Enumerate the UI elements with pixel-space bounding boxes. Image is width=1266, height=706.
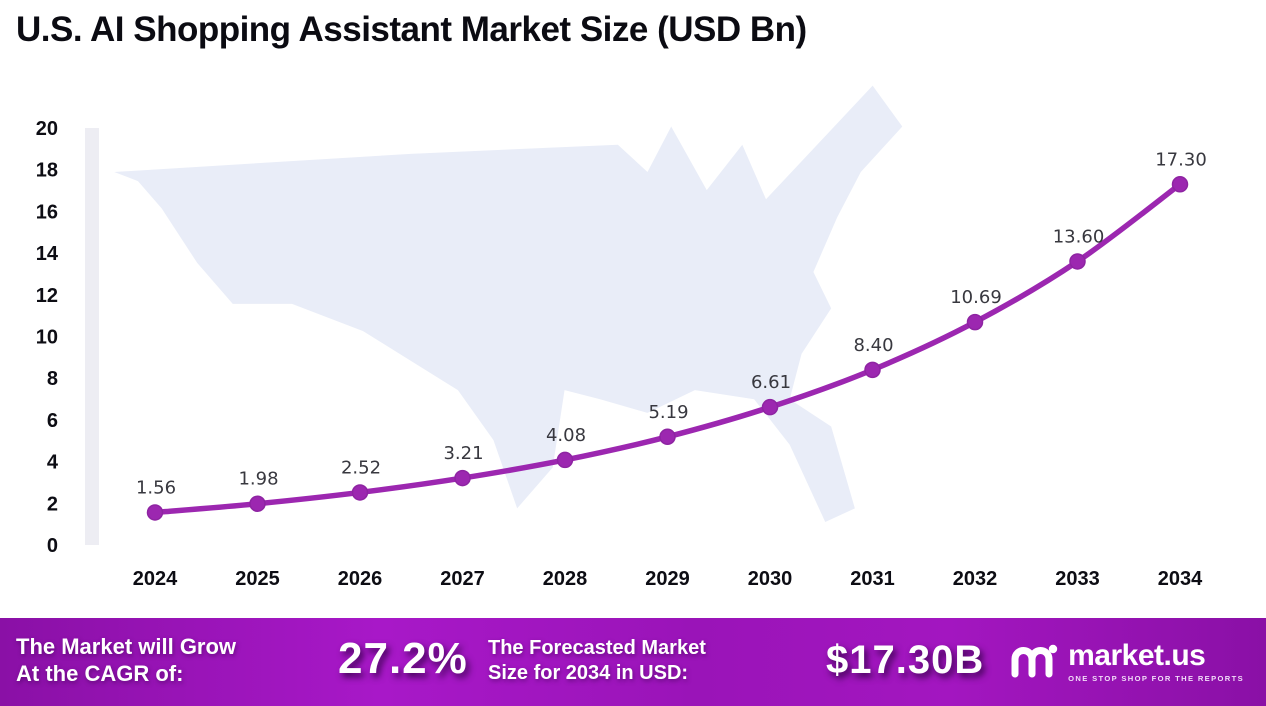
y-axis-labels: 0 2 4 6 8 10 12 14 16 18 20: [36, 118, 59, 557]
svg-text:2030: 2030: [748, 568, 793, 590]
svg-text:8: 8: [47, 368, 58, 390]
svg-text:4: 4: [47, 452, 59, 474]
svg-text:12: 12: [36, 285, 58, 307]
svg-text:13.60: 13.60: [1053, 226, 1105, 247]
svg-text:2: 2: [47, 493, 58, 515]
forecast-label-line1: The Forecasted Market: [488, 637, 706, 659]
svg-text:10.69: 10.69: [950, 287, 1002, 308]
svg-text:2032: 2032: [953, 568, 998, 590]
svg-text:3.21: 3.21: [443, 443, 483, 464]
footer-banner: The Market will Grow At the CAGR of: 27.…: [0, 618, 1266, 706]
data-labels: 1.56 1.98 2.52 3.21 4.08 5.19 6.61 8.40 10.69 13.…: [136, 149, 1207, 498]
svg-text:16: 16: [36, 201, 58, 223]
svg-text:2031: 2031: [850, 568, 895, 590]
svg-text:1.98: 1.98: [238, 469, 278, 490]
cagr-label-line1: The Market will Grow: [16, 634, 237, 659]
forecast-label: The Forecasted Market Size for 2034 in U…: [488, 636, 706, 686]
svg-text:2024: 2024: [133, 568, 178, 590]
svg-text:5.19: 5.19: [648, 402, 688, 423]
forecast-value: $17.30B: [826, 638, 985, 682]
chart-area: 0 2 4 6 8 10 12 14 16 18 20 2024 2025 2026 2027 2028 202…: [36, 85, 1207, 590]
svg-text:17.30: 17.30: [1155, 149, 1207, 170]
series-markers: [146, 176, 1189, 521]
svg-text:1.56: 1.56: [136, 477, 176, 498]
svg-text:20: 20: [36, 118, 58, 140]
brand-tagline: ONE STOP SHOP FOR THE REPORTS: [1068, 674, 1244, 684]
svg-text:18: 18: [36, 160, 58, 182]
svg-text:2025: 2025: [235, 568, 280, 590]
svg-text:2.52: 2.52: [341, 457, 381, 478]
svg-text:2033: 2033: [1055, 568, 1100, 590]
cagr-label: The Market will Grow At the CAGR of:: [16, 634, 236, 688]
svg-text:6.61: 6.61: [751, 372, 791, 393]
brand-name: market.us: [1068, 639, 1206, 673]
svg-text:2034: 2034: [1158, 568, 1203, 590]
svg-text:2027: 2027: [440, 568, 485, 590]
x-axis-labels: 2024 2025 2026 2027 2028 2029 2030 2031 2032 2033…: [133, 568, 1203, 590]
svg-text:2028: 2028: [543, 568, 588, 590]
svg-text:10: 10: [36, 327, 58, 349]
svg-text:8.40: 8.40: [853, 335, 893, 356]
svg-text:14: 14: [36, 243, 59, 265]
cagr-value: 27.2%: [338, 634, 468, 683]
cagr-label-line2: At the CAGR of:: [16, 660, 184, 686]
us-map-background: [114, 85, 903, 523]
brand-logo: market.us ONE STOP SHOP FOR THE REPORTS: [1006, 636, 1244, 688]
forecast-label-line2: Size for 2034 in USD:: [488, 662, 689, 684]
marketus-logo-icon: [1011, 644, 1058, 678]
svg-text:6: 6: [47, 410, 58, 432]
brand-text: market.us ONE STOP SHOP FOR THE REPORTS: [1068, 641, 1244, 683]
y-axis-strip: [85, 128, 99, 545]
svg-text:2026: 2026: [338, 568, 383, 590]
svg-text:0: 0: [47, 535, 58, 557]
page-title: U.S. AI Shopping Assistant Market Size (…: [16, 10, 807, 49]
series-line: [152, 181, 1183, 516]
svg-text:4.08: 4.08: [546, 425, 586, 446]
svg-text:2029: 2029: [645, 568, 690, 590]
